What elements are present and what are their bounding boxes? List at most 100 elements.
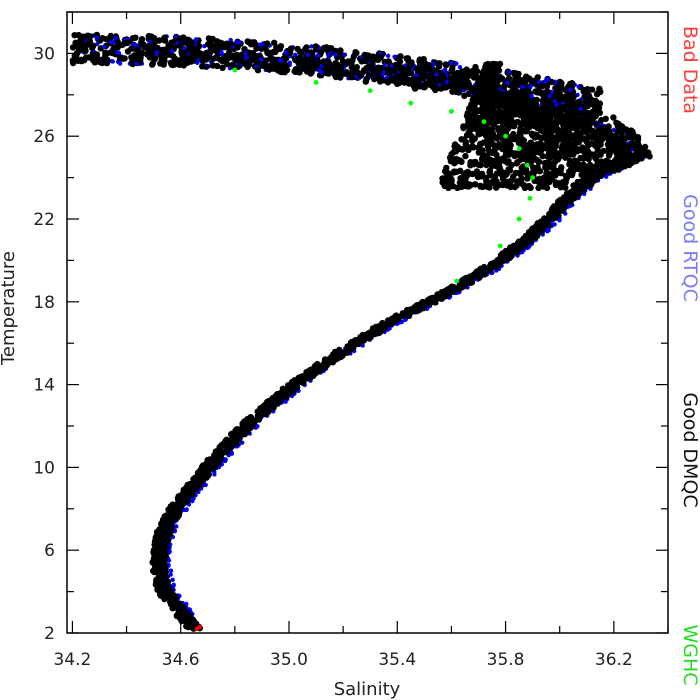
data-points-layer — [69, 31, 653, 632]
dmqc-point — [521, 182, 529, 189]
dmqc-point — [161, 557, 168, 565]
dmqc-point — [205, 40, 212, 48]
dmqc-point — [116, 55, 124, 62]
dmqc-point — [374, 73, 381, 80]
dmqc-point — [597, 141, 604, 148]
dmqc-point — [554, 87, 562, 94]
rtqc-point — [168, 568, 174, 573]
dmqc-point — [476, 95, 483, 103]
dmqc-point — [444, 83, 451, 90]
dmqc-point — [85, 54, 93, 61]
dmqc-point — [293, 383, 300, 390]
rtqc-point — [333, 52, 338, 58]
dmqc-point — [343, 349, 351, 356]
dmqc-point — [600, 147, 607, 155]
dmqc-point — [628, 129, 636, 136]
dmqc-point — [78, 56, 85, 63]
dmqc-point — [575, 191, 582, 199]
dmqc-point — [535, 158, 543, 165]
dmqc-point — [584, 175, 591, 182]
dmqc-point — [370, 68, 377, 75]
dmqc-point — [348, 345, 355, 352]
dmqc-point — [157, 60, 164, 67]
dmqc-point — [270, 400, 278, 407]
dmqc-point — [542, 117, 549, 124]
dmqc-point — [307, 374, 314, 381]
dmqc-point — [570, 133, 578, 140]
dmqc-point — [415, 77, 423, 84]
dmqc-point — [512, 111, 520, 118]
dmqc-point — [565, 114, 573, 121]
dmqc-point — [454, 184, 461, 191]
rtqc-point — [110, 59, 116, 64]
dmqc-point — [520, 137, 527, 144]
dmqc-point — [93, 31, 101, 39]
dmqc-point — [469, 142, 476, 150]
dmqc-point — [283, 62, 290, 69]
dmqc-point — [223, 449, 231, 456]
dmqc-point — [534, 164, 541, 171]
dmqc-point — [457, 175, 464, 182]
dmqc-point — [387, 76, 394, 83]
dmqc-point — [197, 479, 205, 486]
dmqc-point — [447, 158, 455, 165]
dmqc-point — [596, 109, 603, 117]
dmqc-point — [167, 526, 175, 533]
dmqc-point — [528, 152, 535, 160]
dmqc-point — [550, 208, 557, 216]
dmqc-point — [171, 57, 178, 65]
dmqc-point — [255, 416, 263, 423]
dmqc-point — [504, 106, 512, 113]
dmqc-point — [404, 76, 411, 83]
rtqc-point — [193, 37, 199, 42]
dmqc-point — [521, 127, 529, 135]
dmqc-point — [214, 46, 221, 53]
dmqc-point — [478, 170, 486, 177]
dmqc-point — [599, 167, 607, 174]
dmqc-point — [500, 154, 508, 162]
rtqc-point — [454, 61, 459, 66]
dmqc-point — [246, 418, 254, 426]
dmqc-point — [191, 474, 199, 482]
dmqc-point — [521, 120, 529, 127]
dmqc-point — [453, 168, 460, 175]
dmqc-point — [537, 147, 545, 154]
dmqc-point — [267, 54, 274, 61]
dmqc-point — [451, 71, 458, 78]
dmqc-point — [635, 142, 642, 149]
dmqc-point — [504, 96, 511, 103]
dmqc-point — [99, 56, 106, 63]
dmqc-point — [280, 67, 287, 75]
dmqc-point — [165, 42, 172, 49]
dmqc-point — [287, 45, 295, 52]
dmqc-point — [513, 88, 521, 95]
dmqc-point — [520, 235, 527, 242]
dmqc-point — [472, 63, 479, 71]
dmqc-point — [568, 95, 576, 103]
dmqc-point — [363, 55, 371, 63]
dmqc-point — [219, 449, 226, 457]
dmqc-point — [450, 76, 458, 83]
rtqc-point — [448, 60, 454, 66]
rtqc-point — [147, 39, 152, 44]
rtqc-point — [537, 79, 542, 85]
dmqc-point — [580, 161, 587, 168]
dmqc-point — [554, 135, 562, 142]
dmqc-point — [153, 578, 160, 585]
dmqc-point — [132, 34, 139, 41]
rtqc-point — [113, 35, 118, 41]
dmqc-point — [520, 242, 527, 250]
dmqc-point — [506, 148, 513, 156]
dmqc-point — [390, 67, 398, 74]
dmqc-point — [151, 541, 158, 548]
dmqc-point — [286, 388, 293, 395]
dmqc-point — [547, 120, 554, 127]
dmqc-point — [552, 119, 559, 126]
dmqc-point — [563, 95, 570, 102]
dmqc-point — [331, 71, 338, 78]
dmqc-point — [605, 159, 613, 166]
dmqc-point — [124, 48, 132, 55]
dmqc-point — [161, 49, 168, 57]
dmqc-point — [502, 144, 509, 151]
